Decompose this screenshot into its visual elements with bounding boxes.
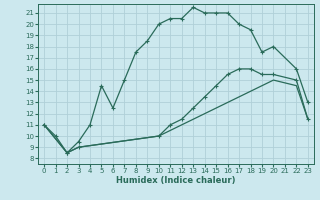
X-axis label: Humidex (Indice chaleur): Humidex (Indice chaleur)	[116, 176, 236, 185]
